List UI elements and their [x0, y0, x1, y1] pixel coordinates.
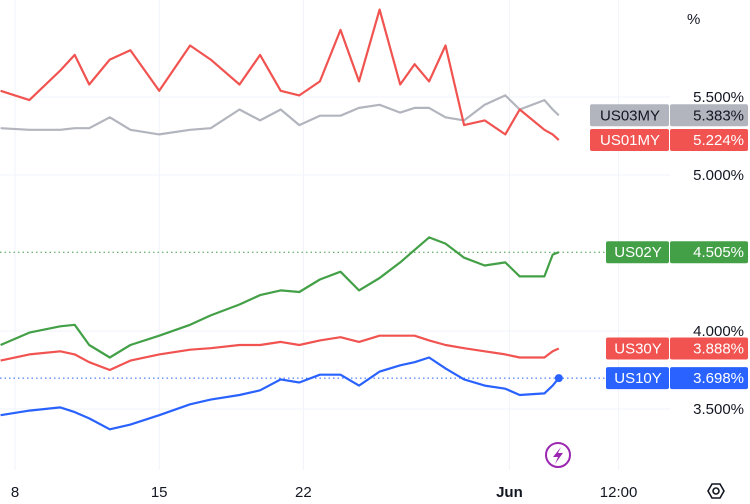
settings-icon[interactable]: [707, 483, 725, 499]
series-last-value: 4.505%: [693, 244, 744, 261]
series-last-value: 5.224%: [693, 132, 744, 149]
series-value-tag-us30y: [670, 337, 748, 360]
series-name-label: US02Y: [614, 244, 662, 261]
series-name-tag-us30y: [606, 337, 669, 360]
series-last-value: 3.698%: [693, 370, 744, 387]
y-tick-label: 5.500%: [693, 89, 744, 106]
series-name-label: US01MY: [600, 132, 660, 149]
last-point-marker: [554, 374, 563, 383]
series-last-value: 3.888%: [693, 340, 744, 357]
series-value-tag-us01my: [670, 129, 748, 152]
series-name-tag-us03my: [590, 104, 669, 127]
series-line-us10y[interactable]: [0, 356, 560, 431]
series-last-value: 5.383%: [693, 107, 744, 124]
lightning-icon-glyph: [553, 447, 563, 464]
series-name-tag-us10y: [606, 367, 669, 390]
x-tick-label: Jun: [496, 484, 523, 501]
y-tick-label: 3.500%: [693, 401, 744, 418]
series-name-label: US10Y: [614, 370, 662, 387]
series-value-tag-us03my: [670, 104, 748, 127]
series-value-tag-us02y: [670, 241, 748, 264]
series-line-us02y[interactable]: [0, 236, 560, 359]
x-tick-label: 8: [11, 484, 19, 501]
y-tick-label: 5.000%: [693, 167, 744, 184]
y-tick-label: 4.000%: [693, 323, 744, 340]
series-name-label: US30Y: [614, 340, 662, 357]
x-tick-label: 22: [295, 484, 312, 501]
series-name-tag-us01my: [590, 129, 669, 152]
series-name-tag-us02y: [606, 241, 669, 264]
x-tick-label: 12:00: [600, 484, 638, 501]
series-line-us01my[interactable]: [0, 8, 560, 141]
series-line-us03my[interactable]: [0, 94, 560, 136]
settings-icon-center: [712, 487, 720, 495]
series-line-us30y[interactable]: [0, 334, 560, 372]
x-tick-label: 15: [151, 484, 168, 501]
series-name-label: US03MY: [600, 107, 660, 124]
series-value-tag-us10y: [670, 367, 748, 390]
y-axis-unit-label: %: [687, 11, 700, 28]
